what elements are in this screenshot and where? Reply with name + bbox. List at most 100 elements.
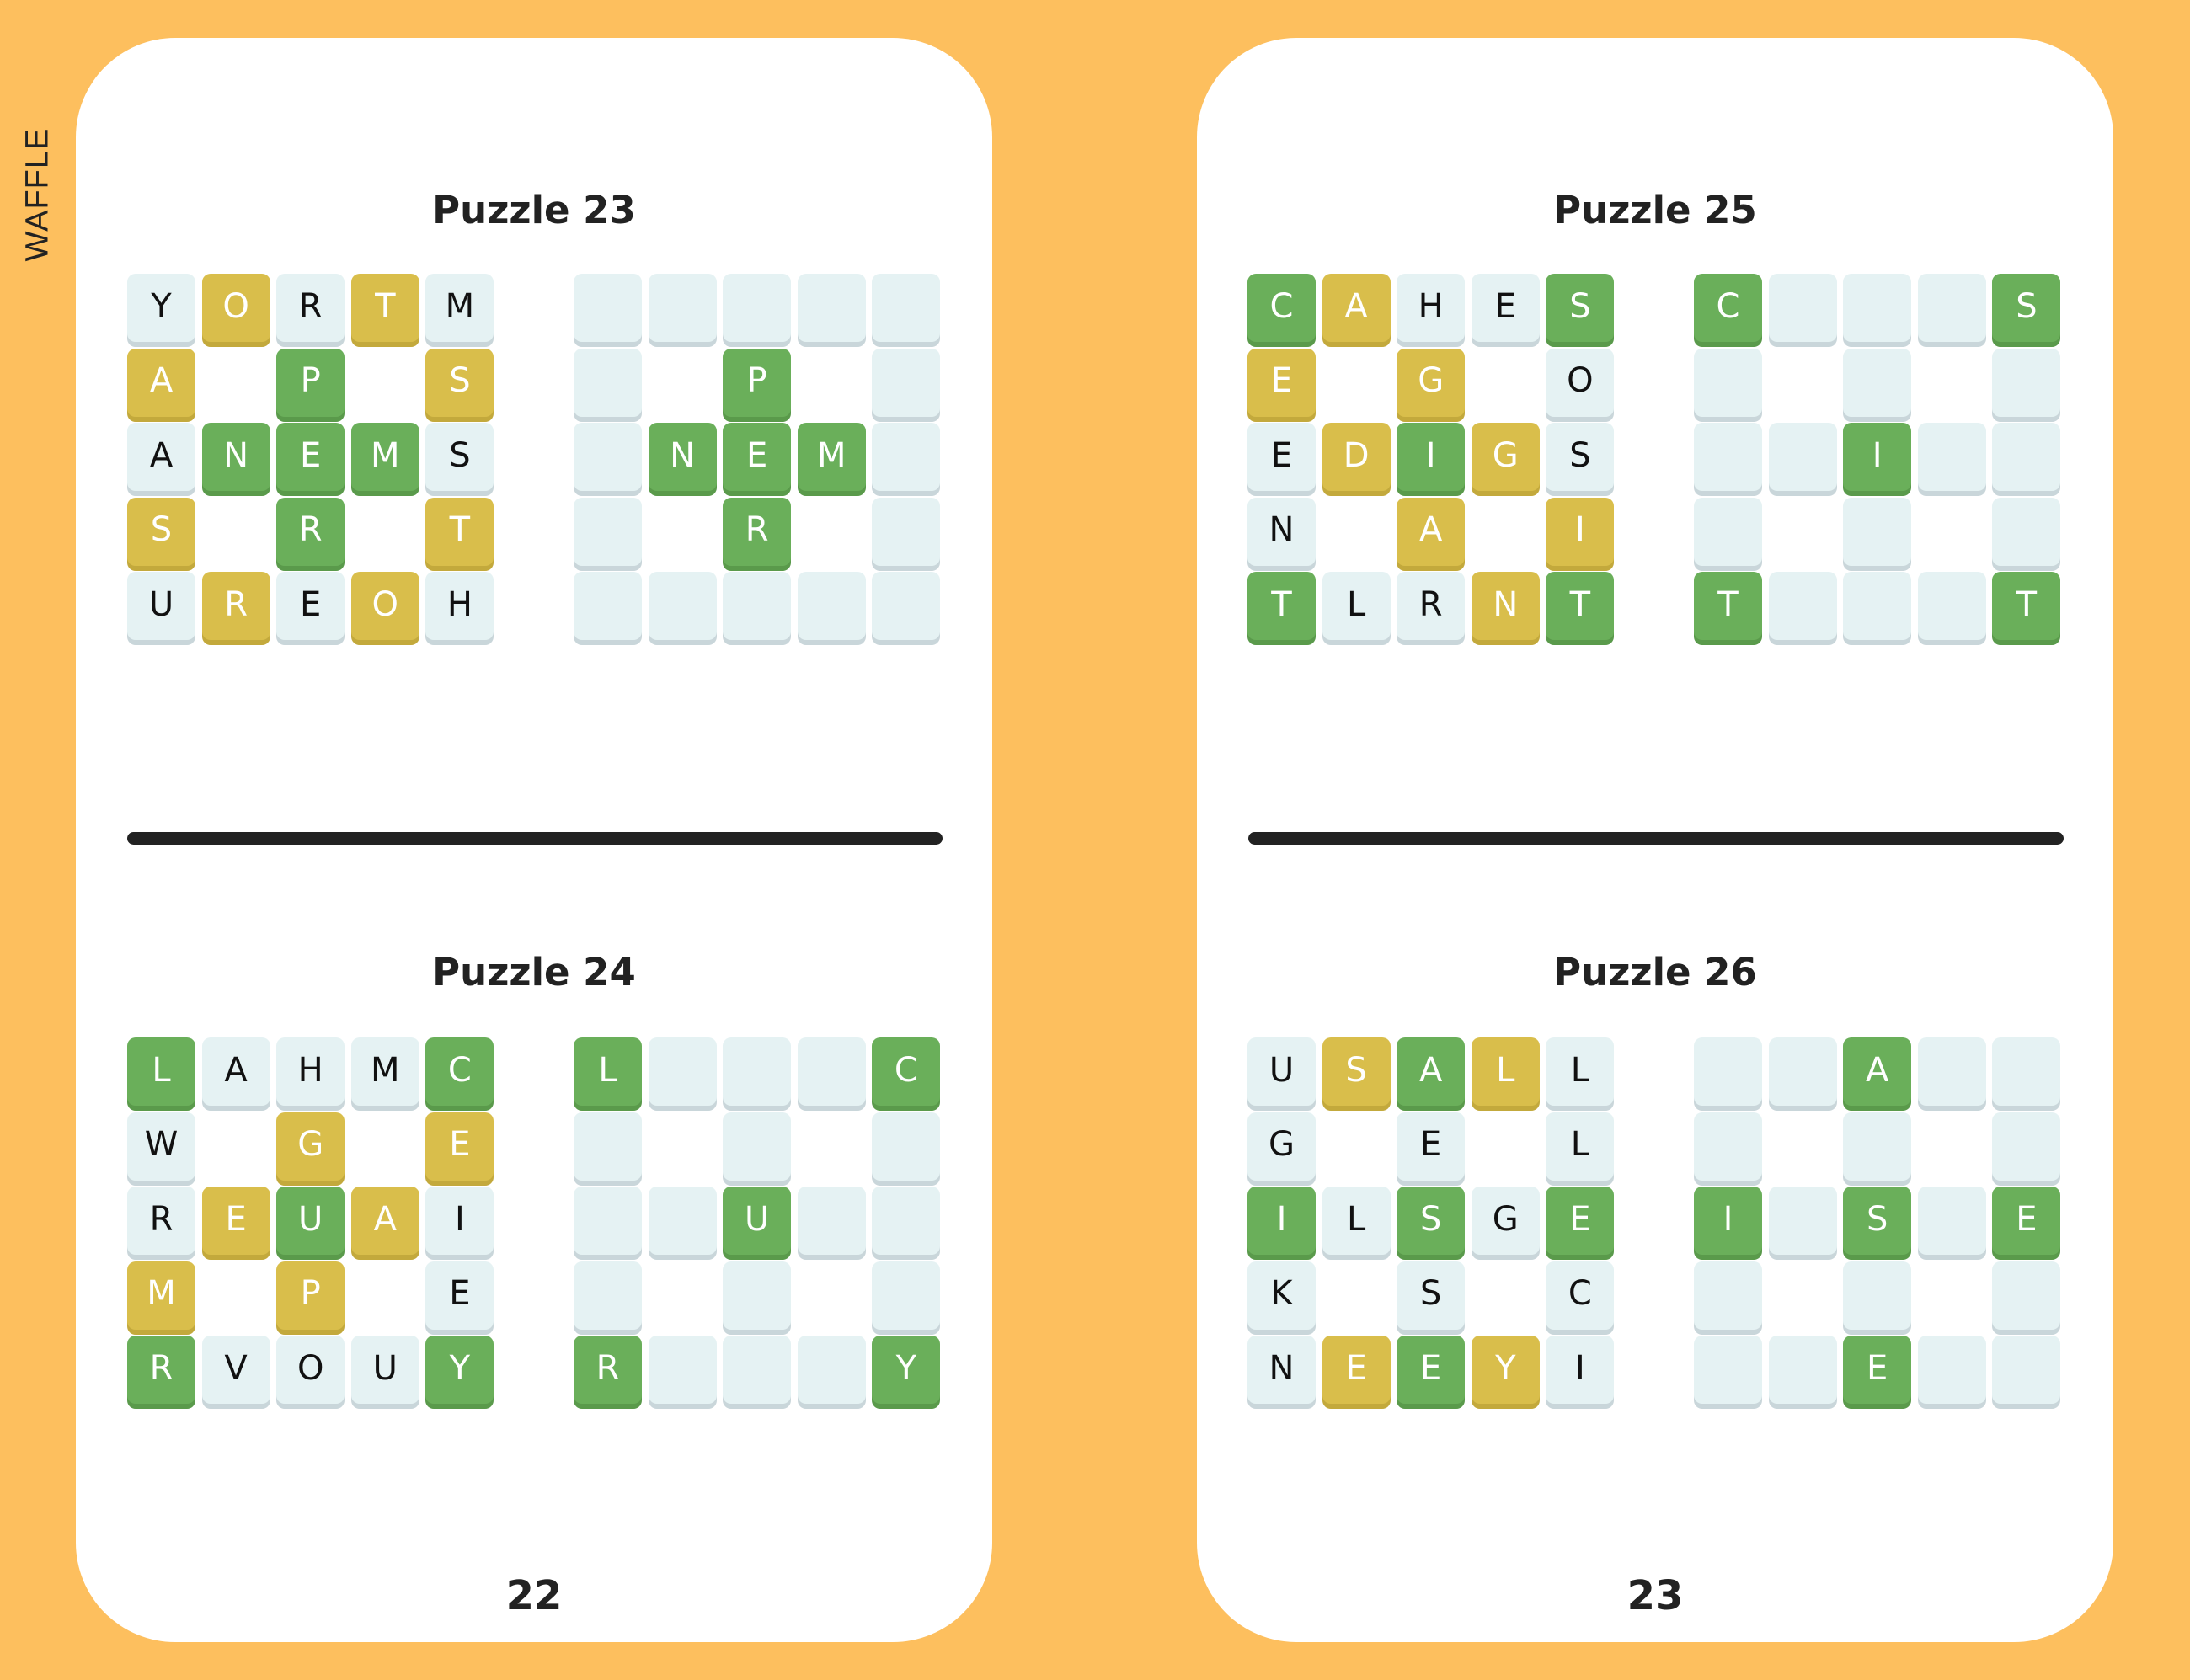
empty-tile bbox=[648, 1187, 717, 1256]
letter-tile: G bbox=[1471, 1187, 1540, 1256]
solution-grid: L C U R Y bbox=[574, 1037, 947, 1411]
letter-tile: H bbox=[425, 572, 494, 641]
letter-tile: E bbox=[425, 1261, 494, 1330]
letter-tile: I bbox=[1397, 423, 1466, 492]
waffle-side-label: WAFFLE bbox=[19, 127, 56, 262]
solved-tile: C bbox=[1694, 274, 1762, 342]
letter-tile: A bbox=[201, 1037, 270, 1106]
letter-tile: O bbox=[1546, 348, 1615, 417]
letter-tile: E bbox=[276, 572, 345, 641]
letter-tile: R bbox=[127, 1187, 195, 1256]
empty-tile bbox=[1917, 1187, 1986, 1256]
empty-tile bbox=[797, 274, 866, 342]
empty-tile bbox=[1992, 423, 2061, 492]
letter-tile: E bbox=[201, 1187, 270, 1256]
empty-tile bbox=[723, 572, 792, 641]
letter-tile: O bbox=[201, 274, 270, 342]
letter-tile: L bbox=[1546, 1037, 1615, 1106]
letter-tile: E bbox=[1397, 1336, 1466, 1405]
empty-tile bbox=[574, 1187, 642, 1256]
empty-tile bbox=[574, 1261, 642, 1330]
page-number: 23 bbox=[1626, 1572, 1684, 1619]
letter-tile: G bbox=[1397, 348, 1466, 417]
solved-tile: T bbox=[1694, 572, 1762, 641]
letter-tile: H bbox=[1397, 274, 1466, 342]
letter-tile: E bbox=[1247, 348, 1316, 417]
empty-tile bbox=[1843, 348, 1912, 417]
letter-tile: A bbox=[127, 348, 195, 417]
puzzle-title: Puzzle 23 bbox=[432, 188, 636, 232]
letter-tile: U bbox=[1247, 1037, 1316, 1106]
letter-tile: W bbox=[127, 1112, 195, 1181]
empty-tile bbox=[1843, 497, 1912, 566]
solved-tile: N bbox=[648, 423, 717, 492]
empty-tile bbox=[1768, 572, 1837, 641]
empty-tile bbox=[648, 1336, 717, 1405]
letter-tile: G bbox=[276, 1112, 345, 1181]
empty-tile bbox=[723, 1112, 792, 1181]
empty-tile bbox=[872, 423, 941, 492]
empty-tile bbox=[1992, 497, 2061, 566]
letter-tile: I bbox=[425, 1187, 494, 1256]
empty-tile bbox=[1917, 572, 1986, 641]
solved-tile: I bbox=[1843, 423, 1912, 492]
letter-tile: K bbox=[1247, 1261, 1316, 1330]
empty-tile bbox=[1694, 1037, 1762, 1106]
letter-tile: V bbox=[201, 1336, 270, 1405]
empty-tile bbox=[1843, 274, 1912, 342]
solved-tile: Y bbox=[872, 1336, 941, 1405]
letter-tile: E bbox=[1397, 1112, 1466, 1181]
empty-tile bbox=[872, 1187, 941, 1256]
letter-tile: L bbox=[1322, 572, 1391, 641]
empty-tile bbox=[574, 497, 642, 566]
letter-tile: T bbox=[350, 274, 419, 342]
letter-tile: C bbox=[1247, 274, 1316, 342]
letter-tile: E bbox=[1471, 274, 1540, 342]
empty-tile bbox=[574, 572, 642, 641]
empty-tile bbox=[1768, 274, 1837, 342]
letter-tile: C bbox=[1546, 1261, 1615, 1330]
letter-tile: R bbox=[127, 1336, 195, 1405]
letter-tile: A bbox=[1397, 497, 1466, 566]
letter-tile: S bbox=[425, 348, 494, 417]
empty-tile bbox=[1694, 1336, 1762, 1405]
letter-tile: O bbox=[276, 1336, 345, 1405]
letter-tile: A bbox=[1397, 1037, 1466, 1106]
empty-tile bbox=[723, 1037, 792, 1106]
letter-tile: A bbox=[350, 1187, 419, 1256]
empty-tile bbox=[1694, 1261, 1762, 1330]
empty-tile bbox=[1992, 1261, 2061, 1330]
empty-tile bbox=[1694, 1112, 1762, 1181]
solved-tile: I bbox=[1694, 1187, 1762, 1256]
letter-tile: S bbox=[127, 497, 195, 566]
empty-tile bbox=[1694, 423, 1762, 492]
letter-tile: L bbox=[127, 1037, 195, 1106]
letter-tile: I bbox=[1546, 1336, 1615, 1405]
letter-tile: E bbox=[1322, 1336, 1391, 1405]
letter-tile: P bbox=[276, 1261, 345, 1330]
letter-tile: I bbox=[1546, 497, 1615, 566]
solution-grid: A I S E E bbox=[1694, 1037, 2067, 1411]
solved-tile: T bbox=[1992, 572, 2061, 641]
empty-tile bbox=[797, 1336, 866, 1405]
empty-tile bbox=[1917, 1037, 1986, 1106]
letter-tile: L bbox=[1471, 1037, 1540, 1106]
letter-tile: T bbox=[1247, 572, 1316, 641]
empty-tile bbox=[797, 1037, 866, 1106]
solved-tile: S bbox=[1992, 274, 2061, 342]
letter-tile: T bbox=[425, 497, 494, 566]
puzzle-title: Puzzle 24 bbox=[432, 950, 636, 995]
letter-tile: S bbox=[1397, 1261, 1466, 1330]
letter-tile: N bbox=[1247, 497, 1316, 566]
letter-tile: Y bbox=[425, 1336, 494, 1405]
letter-tile: L bbox=[1546, 1112, 1615, 1181]
letter-tile: D bbox=[1322, 423, 1391, 492]
letter-tile: I bbox=[1247, 1187, 1316, 1256]
empty-tile bbox=[872, 1112, 941, 1181]
empty-tile bbox=[1843, 572, 1912, 641]
